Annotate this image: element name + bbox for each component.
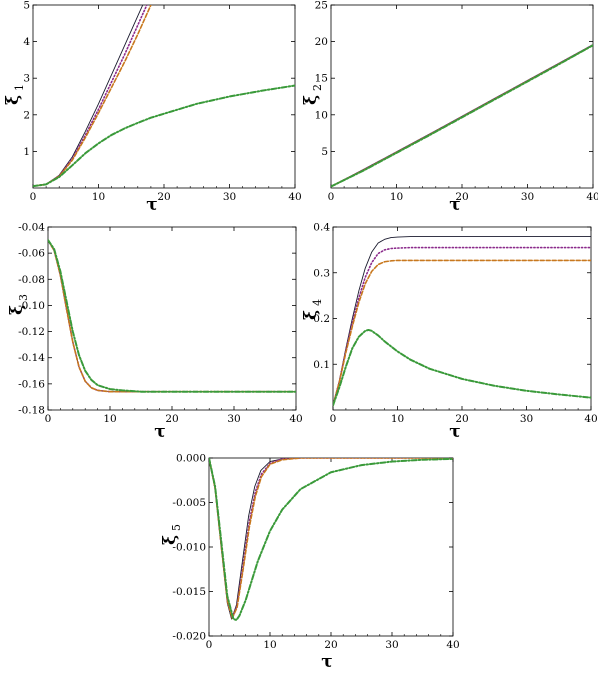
y-tick-label: 0.4 — [313, 222, 330, 234]
y-axis-symbol: ξ — [7, 305, 27, 315]
x-tick-label: 20 — [455, 191, 468, 203]
y-tick-label: 1 — [23, 146, 30, 158]
y-axis-symbol: ξ — [301, 310, 321, 320]
y-tick-label: -0.06 — [18, 248, 45, 260]
series-dashed-line — [33, 5, 152, 187]
y-tick-label: 0.2 — [313, 313, 330, 325]
x-tick-label: 0 — [30, 191, 37, 203]
x-tick-label: 40 — [446, 639, 459, 651]
y-tick-label: -0.005 — [172, 497, 206, 509]
series-dashed-line — [333, 259, 591, 407]
y-tick-label: 3 — [23, 73, 30, 85]
y-tick-label: 15 — [315, 73, 328, 85]
y-tick-label: 25 — [315, 0, 328, 12]
x-tick-label: 30 — [520, 413, 533, 425]
series-dotted-line — [33, 5, 148, 187]
y-tick-label: 5 — [23, 0, 30, 12]
y-tick-label: -0.015 — [172, 586, 206, 598]
x-tick-label: 30 — [521, 191, 534, 203]
series-dashdot-line — [33, 84, 295, 188]
y-axis-subscript: 4 — [311, 299, 324, 306]
y-axis-subscript: 1 — [13, 84, 26, 91]
x-axis-title: τ — [154, 422, 165, 442]
y-axis-title: ξ1 — [3, 84, 26, 105]
x-tick-label: 20 — [455, 413, 468, 425]
series-dashdot-line — [333, 328, 591, 407]
x-tick-label: 30 — [385, 639, 398, 651]
y-axis-symbol: ξ — [160, 535, 180, 545]
x-tick-label: 40 — [288, 191, 301, 203]
x-tick-label: 40 — [289, 413, 302, 425]
series-dashdot-line — [48, 239, 296, 393]
y-tick-label: -0.12 — [18, 326, 45, 338]
plot-frame — [332, 226, 592, 411]
x-tick-label: 10 — [263, 639, 276, 651]
x-tick-label: 10 — [391, 413, 404, 425]
y-axis-symbol: ξ — [301, 95, 321, 105]
series-dashdot-line — [209, 458, 453, 621]
y-axis-title: ξ2 — [301, 84, 324, 105]
y-axis-subscript: 3 — [17, 294, 30, 301]
y-tick-label: 0.1 — [313, 359, 330, 371]
y-axis-title: ξ3 — [7, 294, 30, 315]
x-tick-label: 0 — [45, 413, 52, 425]
x-tick-label: 10 — [92, 191, 105, 203]
y-tick-label: -0.08 — [18, 274, 45, 286]
x-tick-label: 10 — [390, 191, 403, 203]
series-solid-line — [209, 458, 453, 620]
y-axis-title: ξ4 — [301, 299, 324, 320]
y-tick-label: -0.14 — [18, 352, 45, 364]
y-axis-subscript: 5 — [170, 524, 183, 531]
y-tick-label: -0.16 — [18, 378, 45, 390]
x-tick-label: 0 — [328, 191, 335, 203]
y-tick-label: -0.18 — [18, 405, 45, 417]
x-tick-label: 10 — [103, 413, 116, 425]
y-tick-label: 2 — [23, 109, 30, 121]
y-axis-symbol: ξ — [3, 95, 23, 105]
series-solid-line — [333, 236, 591, 406]
x-tick-label: 0 — [330, 413, 337, 425]
x-axis-title: τ — [321, 652, 332, 672]
series-solid-line — [33, 5, 144, 187]
x-axis-title: τ — [449, 422, 460, 442]
x-tick-label: 20 — [165, 413, 178, 425]
y-tick-label: 5 — [321, 146, 328, 158]
x-tick-label: 0 — [206, 639, 213, 651]
plot-frame — [330, 4, 594, 189]
x-tick-label: 40 — [586, 191, 598, 203]
panel-5: 0 10 20 30 40 0.000 -0.005 -0.010 -0.015 -0.020 τ ξ… — [160, 453, 460, 673]
panel-3: 0 10 20 30 40 -0.04 -0.06 -0.08 -0.10 -0.12 -0.14 -… — [7, 222, 303, 443]
y-tick-label: 10 — [315, 109, 328, 121]
y-tick-label: 20 — [315, 36, 328, 48]
series-dotted-line — [209, 458, 453, 620]
y-tick-label: -0.10 — [18, 300, 45, 312]
series-dashdot-line — [331, 44, 593, 188]
y-tick-label: 0.000 — [176, 453, 206, 465]
y-tick-label: 0.3 — [313, 267, 330, 279]
x-axis-title: τ — [146, 195, 157, 215]
y-axis-subscript: 2 — [311, 84, 324, 91]
y-tick-label: -0.010 — [172, 542, 206, 554]
x-tick-label: 30 — [227, 413, 240, 425]
x-tick-label: 20 — [324, 639, 337, 651]
y-tick-label: -0.04 — [18, 222, 45, 234]
plot-frame — [47, 226, 297, 411]
y-tick-label: 4 — [23, 36, 30, 48]
x-tick-label: 20 — [157, 191, 170, 203]
x-axis-title: τ — [449, 195, 460, 215]
y-axis-title: ξ5 — [160, 524, 183, 545]
y-tick-label: -0.020 — [172, 631, 206, 643]
x-tick-label: 40 — [584, 413, 597, 425]
x-tick-label: 30 — [223, 191, 236, 203]
